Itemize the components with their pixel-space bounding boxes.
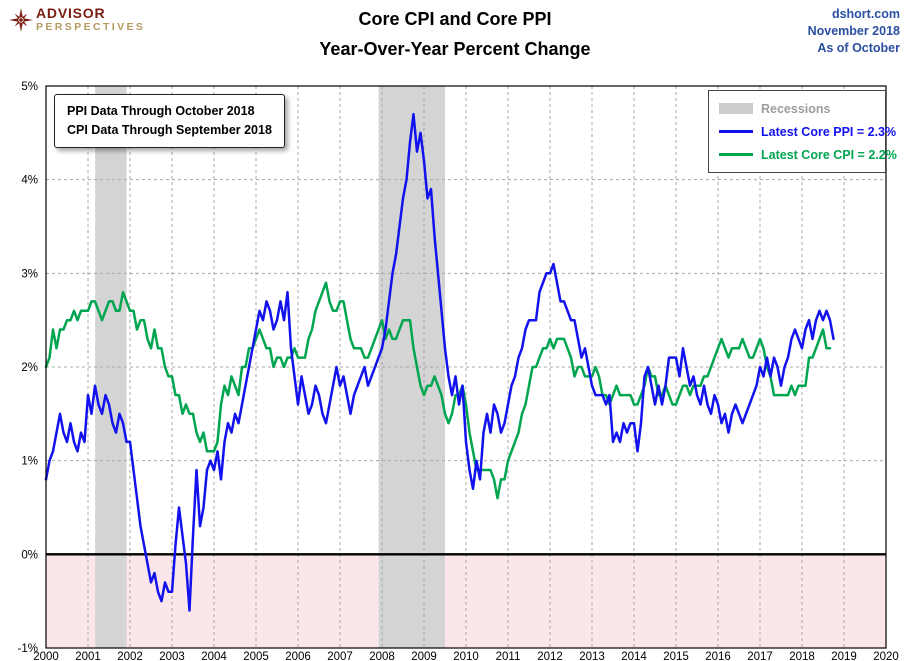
- cpi-line-swatch: [719, 153, 753, 156]
- y-axis-label: 4%: [21, 175, 38, 187]
- x-axis-label: 2017: [747, 651, 773, 661]
- y-axis-label: 1%: [21, 456, 38, 468]
- y-axis-label: 5%: [21, 81, 38, 93]
- y-axis-label: 3%: [21, 268, 38, 280]
- ppi-line-swatch: [719, 130, 753, 133]
- x-axis-label: 2006: [285, 651, 311, 661]
- legend-recessions-label: Recessions: [761, 101, 831, 116]
- recession-band: [95, 86, 127, 648]
- x-axis-label: 2005: [243, 651, 269, 661]
- data-through-note: PPI Data Through October 2018 CPI Data T…: [54, 94, 285, 148]
- logo-advisor-text: ADVISOR: [36, 5, 106, 21]
- legend-row-recessions: Recessions: [719, 97, 875, 120]
- legend-row-cpi: Latest Core CPI = 2.2%: [719, 143, 897, 166]
- x-axis-label: 2020: [873, 651, 899, 661]
- y-axis-label: 0%: [21, 549, 38, 561]
- x-axis-label: 2002: [117, 651, 143, 661]
- cpi-through-note: CPI Data Through September 2018: [67, 123, 272, 137]
- series-line-core-ppi: [44, 112, 835, 612]
- legend-cpi-label: Latest Core CPI = 2.2%: [761, 147, 897, 162]
- x-axis-label: 2010: [453, 651, 479, 661]
- x-axis-label: 2007: [327, 651, 353, 661]
- x-axis-label: 2009: [411, 651, 437, 661]
- recessions-swatch: [719, 103, 753, 114]
- x-axis-label: 2018: [789, 651, 815, 661]
- x-axis-label: 2000: [33, 651, 59, 661]
- series-line-core-cpi: [44, 281, 832, 500]
- x-axis-label: 2015: [663, 651, 689, 661]
- x-axis-label: 2016: [705, 651, 731, 661]
- x-axis-label: 2003: [159, 651, 185, 661]
- y-axis-label: -1%: [18, 643, 38, 655]
- compass-icon: [9, 7, 33, 38]
- logo-perspectives-text: PERSPECTIVES: [36, 21, 146, 33]
- x-axis-label: 2008: [369, 651, 395, 661]
- x-axis-label: 2019: [831, 651, 857, 661]
- x-axis-label: 2013: [579, 651, 605, 661]
- chart-title-line2: Year-Over-Year Percent Change: [319, 39, 591, 59]
- x-axis-label: 2012: [537, 651, 563, 661]
- advisor-perspectives-logo: ADVISOR PERSPECTIVES: [9, 5, 146, 38]
- x-axis-label: 2004: [201, 651, 227, 661]
- source-info: dshort.com November 2018 As of October: [808, 6, 900, 57]
- ppi-through-note: PPI Data Through October 2018: [67, 104, 255, 118]
- plot-border: [45, 85, 887, 649]
- legend-ppi-label: Latest Core PPI = 2.3%: [761, 124, 897, 139]
- legend: Recessions Latest Core PPI = 2.3% Latest…: [708, 90, 897, 173]
- source-month: November 2018: [807, 24, 900, 38]
- x-axis-label: 2011: [496, 651, 521, 661]
- x-axis-label: 2001: [75, 651, 101, 661]
- source-asof: As of October: [817, 41, 900, 55]
- source-site: dshort.com: [831, 7, 900, 21]
- x-axis-label: 2014: [621, 651, 647, 661]
- legend-row-ppi: Latest Core PPI = 2.3%: [719, 120, 896, 143]
- chart-title-line1: Core CPI and Core PPI: [358, 9, 552, 29]
- y-axis-label: 2%: [21, 362, 38, 374]
